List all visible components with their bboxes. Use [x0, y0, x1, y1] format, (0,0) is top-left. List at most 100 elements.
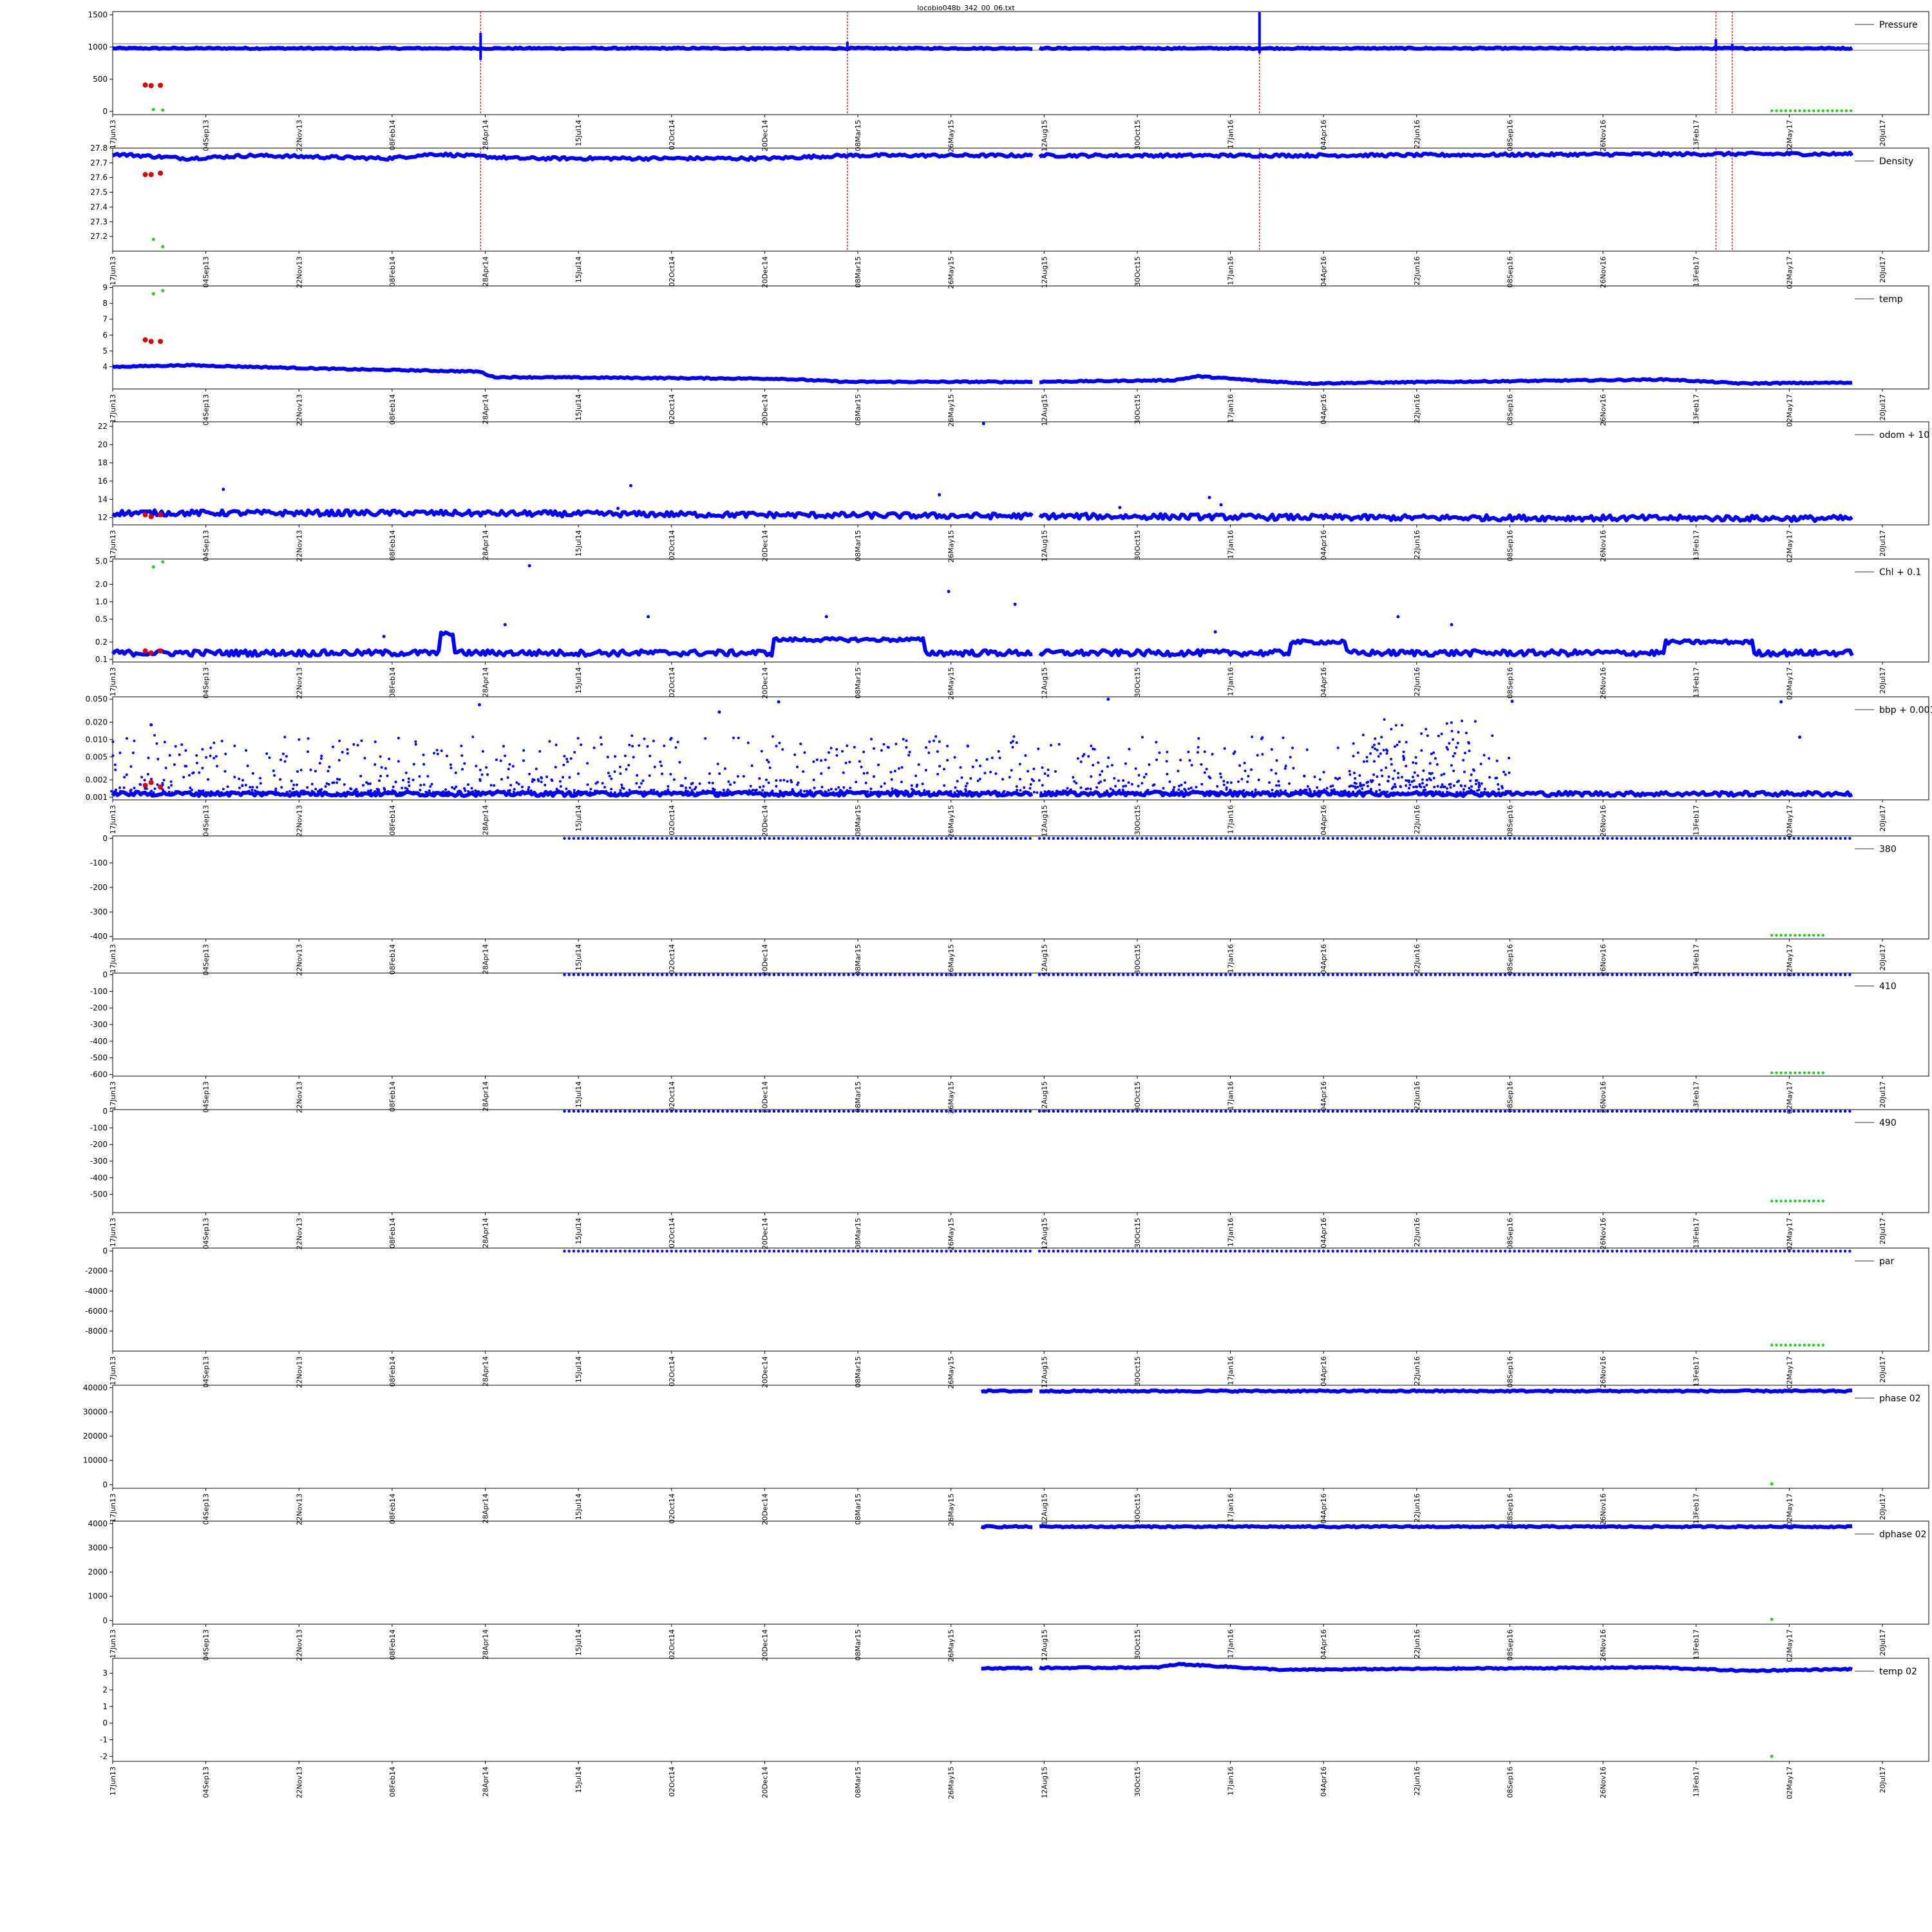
data-point: [1191, 789, 1195, 792]
data-point: [1620, 1110, 1624, 1113]
x-tick-label: 20Jul17: [1879, 256, 1887, 283]
data-point: [871, 791, 875, 794]
data-point: [1396, 791, 1399, 794]
data-point: [167, 786, 171, 789]
data-point: [1177, 837, 1181, 840]
data-point: [786, 973, 790, 976]
y-tick-label: 0.010: [86, 735, 108, 744]
data-point: [1412, 779, 1416, 782]
data-point: [1653, 1110, 1656, 1113]
data-point: [272, 769, 275, 772]
data-point: [1187, 1249, 1190, 1253]
data-point: [1648, 973, 1651, 976]
data-point: [162, 779, 166, 782]
data-point: [908, 750, 911, 753]
data-point: [158, 648, 164, 654]
data-point: [721, 837, 724, 840]
data-point: [1345, 791, 1348, 794]
plot-frame: [112, 835, 1929, 940]
data-point: [1114, 791, 1117, 794]
data-point: [1061, 837, 1065, 840]
data-point: [1113, 777, 1116, 780]
data-point: [1359, 784, 1362, 787]
data-point: [202, 789, 205, 792]
legend-label: par: [1879, 1256, 1894, 1267]
data-point: [1005, 1110, 1009, 1113]
data-point: [591, 1110, 594, 1113]
x-tick-label: 17Jun13: [109, 394, 117, 423]
y-tick-label: 2.0: [95, 580, 108, 589]
data-point: [628, 743, 631, 746]
data-point: [688, 973, 692, 976]
data-point: [1732, 1249, 1735, 1253]
data-point: [1137, 773, 1141, 777]
data-point: [679, 1110, 683, 1113]
data-point: [314, 788, 317, 791]
data-point: [1118, 788, 1121, 791]
data-point: [1354, 777, 1357, 780]
data-point: [983, 772, 987, 775]
series-band: [111, 508, 1853, 524]
x-tick-label: 08Sep16: [1506, 256, 1514, 288]
x-tick-label: 04Apr16: [1320, 1766, 1328, 1797]
data-point: [1396, 973, 1400, 976]
data-point: [1124, 784, 1128, 788]
data-point: [1443, 973, 1446, 976]
data-point: [968, 1249, 971, 1253]
data-point: [861, 1249, 864, 1253]
data-point: [799, 791, 802, 794]
data-point: [555, 788, 558, 791]
data-point: [533, 791, 536, 794]
x-tick-label: 26May15: [947, 120, 956, 153]
data-point: [968, 973, 971, 976]
y-tick-label: 0.1: [95, 655, 108, 664]
data-point: [451, 786, 454, 789]
data-point: [638, 1110, 641, 1113]
data-point: [891, 787, 894, 790]
data-point: [1394, 785, 1397, 788]
y-tick-label: 14: [98, 495, 108, 504]
data-point: [1016, 788, 1019, 791]
data-point: [1830, 837, 1833, 840]
data-point: [1797, 1110, 1800, 1113]
data-point: [1587, 973, 1591, 976]
data-point: [698, 973, 701, 976]
data-point: [1408, 783, 1412, 786]
data-point: [856, 1110, 860, 1113]
data-point: [1285, 1110, 1288, 1113]
data-point: [1517, 1110, 1521, 1113]
data-point: [777, 1110, 781, 1113]
data-point: [814, 973, 818, 976]
data-point: [1784, 1199, 1788, 1203]
data-point: [1722, 1110, 1726, 1113]
data-point: [684, 837, 687, 840]
data-point: [958, 973, 962, 976]
data-point: [1014, 1249, 1018, 1253]
x-tick-label: 12Aug15: [1040, 1766, 1048, 1798]
data-point: [253, 789, 256, 792]
data-point: [1779, 1199, 1783, 1203]
data-point: [1294, 837, 1298, 840]
data-point: [537, 779, 540, 782]
data-point: [346, 748, 349, 751]
data-point: [616, 507, 620, 510]
data-point: [996, 1249, 999, 1253]
data-point: [982, 1249, 985, 1253]
data-point: [1387, 1249, 1390, 1253]
data-point: [288, 790, 291, 793]
data-point: [846, 789, 849, 792]
legend-label: dphase 02: [1879, 1530, 1926, 1540]
data-point: [374, 740, 377, 743]
data-point: [688, 1110, 692, 1113]
data-point: [605, 837, 608, 840]
y-tick-label: 0.020: [86, 717, 108, 726]
x-tick-label: 04Apr16: [1320, 256, 1328, 287]
data-point: [1848, 837, 1852, 840]
data-point: [938, 493, 942, 497]
data-point: [135, 791, 138, 794]
data-point: [1699, 1249, 1703, 1253]
data-point: [847, 837, 850, 840]
data-point: [1480, 973, 1484, 976]
data-point: [751, 788, 754, 791]
x-tick-label: 08Mar15: [854, 805, 862, 837]
